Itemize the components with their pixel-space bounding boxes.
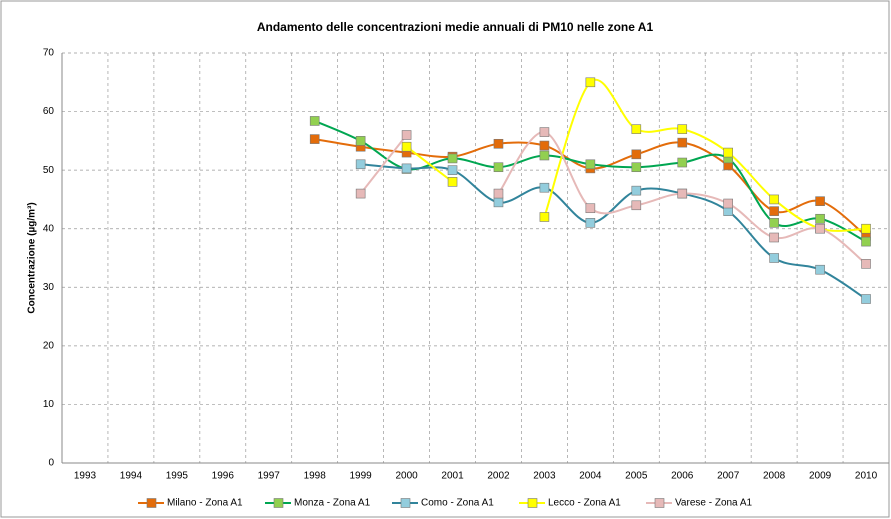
marker bbox=[493, 138, 504, 149]
legend-label: Milano - Zona A1 bbox=[167, 498, 243, 509]
marker bbox=[861, 259, 871, 269]
marker bbox=[309, 134, 320, 144]
marker bbox=[355, 159, 366, 170]
marker bbox=[723, 198, 733, 209]
x-tick-label: 1996 bbox=[212, 471, 235, 482]
marker bbox=[631, 149, 642, 160]
marker bbox=[493, 197, 504, 208]
marker bbox=[769, 253, 779, 263]
marker bbox=[677, 188, 688, 199]
marker bbox=[539, 140, 550, 151]
marker bbox=[493, 162, 504, 173]
y-axis-label: Concentrazione (µg/m³) bbox=[27, 202, 38, 313]
legend-label: Como - Zona A1 bbox=[421, 498, 494, 509]
x-tick-label: 1995 bbox=[166, 471, 189, 482]
x-tick-label: 1994 bbox=[120, 471, 143, 482]
marker bbox=[769, 218, 779, 228]
marker bbox=[677, 137, 688, 148]
marker bbox=[585, 218, 596, 228]
marker bbox=[815, 223, 825, 234]
marker bbox=[861, 223, 871, 234]
y-tick-label: 70 bbox=[43, 48, 55, 59]
x-tick-label: 1993 bbox=[74, 471, 97, 482]
legend-label: Varese - Zona A1 bbox=[675, 498, 753, 509]
x-tick-label: 2008 bbox=[763, 471, 786, 482]
marker bbox=[585, 77, 596, 88]
y-tick-label: 50 bbox=[43, 165, 55, 176]
x-tick-label: 2000 bbox=[395, 471, 418, 482]
marker bbox=[401, 141, 412, 152]
y-tick-label: 20 bbox=[43, 340, 55, 351]
marker bbox=[815, 264, 825, 275]
y-tick-label: 10 bbox=[43, 399, 55, 410]
marker bbox=[309, 116, 320, 126]
marker bbox=[861, 236, 871, 247]
marker bbox=[539, 127, 550, 137]
x-tick-label: 1998 bbox=[304, 471, 327, 482]
y-tick-label: 40 bbox=[43, 223, 55, 234]
legend-label: Lecco - Zona A1 bbox=[548, 498, 621, 509]
marker bbox=[355, 136, 366, 146]
chart-title: Andamento delle concentrazioni medie ann… bbox=[257, 20, 654, 34]
marker bbox=[769, 232, 779, 243]
marker bbox=[861, 294, 871, 304]
x-tick-label: 1999 bbox=[350, 471, 373, 482]
y-tick-label: 0 bbox=[48, 458, 54, 469]
x-tick-label: 2005 bbox=[625, 471, 648, 482]
x-tick-label: 2009 bbox=[809, 471, 832, 482]
marker bbox=[401, 130, 412, 140]
marker bbox=[677, 157, 688, 168]
marker bbox=[447, 153, 458, 164]
x-tick-label: 1997 bbox=[258, 471, 281, 482]
y-tick-label: 60 bbox=[43, 106, 55, 117]
marker bbox=[815, 213, 825, 224]
marker bbox=[401, 163, 412, 174]
y-tick-label: 30 bbox=[43, 282, 55, 293]
marker bbox=[631, 185, 642, 196]
legend-marker bbox=[654, 498, 665, 508]
x-tick-label: 2010 bbox=[855, 471, 878, 482]
marker bbox=[677, 124, 688, 134]
marker bbox=[493, 188, 504, 199]
x-tick-label: 2007 bbox=[717, 471, 740, 482]
marker bbox=[631, 124, 642, 134]
marker bbox=[769, 194, 779, 205]
x-tick-label: 2001 bbox=[441, 471, 464, 482]
x-tick-label: 2002 bbox=[487, 471, 510, 482]
legend-marker bbox=[146, 498, 157, 508]
legend-marker bbox=[400, 498, 411, 508]
marker bbox=[539, 150, 550, 161]
x-tick-label: 2003 bbox=[533, 471, 556, 482]
marker bbox=[631, 200, 642, 211]
legend-marker bbox=[527, 498, 538, 508]
marker bbox=[769, 206, 779, 216]
x-tick-label: 2004 bbox=[579, 471, 602, 482]
marker bbox=[539, 212, 550, 222]
marker bbox=[631, 162, 642, 173]
marker bbox=[585, 159, 596, 170]
marker bbox=[355, 188, 366, 199]
marker bbox=[447, 165, 458, 175]
x-tick-label: 2006 bbox=[671, 471, 694, 482]
marker bbox=[815, 196, 825, 206]
marker bbox=[447, 177, 458, 187]
legend-label: Monza - Zona A1 bbox=[294, 498, 371, 509]
marker bbox=[539, 182, 550, 193]
marker bbox=[723, 147, 733, 158]
marker bbox=[585, 203, 596, 214]
legend-marker bbox=[273, 498, 284, 508]
